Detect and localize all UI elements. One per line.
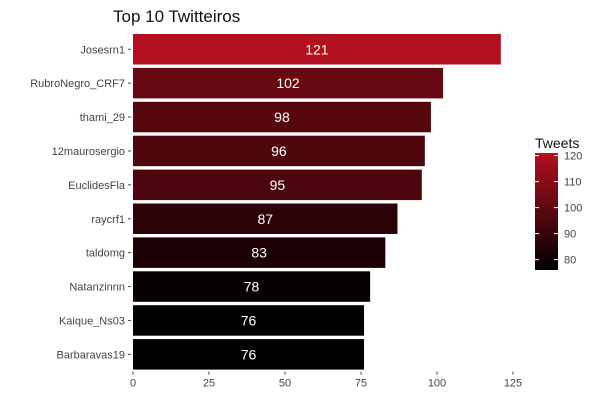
y-tick-label: taldomg <box>86 248 125 260</box>
x-tick-label: 100 <box>428 378 446 390</box>
bar-value-label: 96 <box>271 143 287 159</box>
y-tick-label: Barbaravas19 <box>57 349 126 361</box>
bar <box>133 203 398 234</box>
bar <box>133 135 425 167</box>
bar <box>133 169 422 201</box>
bar <box>133 305 365 336</box>
legend-tick-label: 80 <box>564 255 576 267</box>
y-tick-label: Kaique_Ns03 <box>59 315 125 327</box>
bar <box>133 271 371 302</box>
y-tick-label: Natanzinnn <box>69 282 125 294</box>
legend-tick-label: 120 <box>564 151 582 163</box>
legend: Tweets 80 90 100 110 120 <box>535 135 582 270</box>
legend-tick-label: 110 <box>564 177 582 189</box>
bar-value-label: 95 <box>270 177 286 193</box>
x-tick-label: 125 <box>504 378 522 390</box>
legend-tick-label: 90 <box>564 229 576 241</box>
bar-value-label: 76 <box>241 312 257 328</box>
x-axis: 0 25 50 75 100 125 <box>130 371 522 390</box>
bar <box>133 101 431 133</box>
bar-value-label: 102 <box>276 75 300 91</box>
y-tick-label: EuclidesFla <box>68 180 126 192</box>
bar-value-label: 121 <box>305 41 329 57</box>
bar-value-label: 98 <box>274 109 290 125</box>
y-tick-label: 12maurosergio <box>52 146 125 158</box>
bar <box>133 67 444 99</box>
bar <box>133 237 386 268</box>
bar <box>133 34 501 65</box>
legend-title: Tweets <box>535 135 579 151</box>
chart-title: Top 10 Twitteiros <box>113 7 240 26</box>
bar-value-label: 83 <box>251 245 267 261</box>
legend-color-bar <box>535 153 558 270</box>
x-tick-label: 50 <box>279 378 291 390</box>
x-tick-label: 25 <box>203 378 215 390</box>
bar <box>133 339 365 370</box>
y-tick-label: RubroNegro_CRF7 <box>30 78 125 90</box>
bar-value-label: 78 <box>244 279 260 295</box>
y-tick-label: raycrf1 <box>91 214 125 226</box>
y-axis: Josesrn1 RubroNegro_CRF7 thami_29 12maurose… <box>30 44 131 361</box>
y-tick-label: Josesrn1 <box>80 44 125 56</box>
x-tick-label: 0 <box>130 378 136 390</box>
y-tick-label: thami_29 <box>80 112 125 124</box>
bars-layer: 121 102 98 96 95 87 83 78 76 76 <box>133 34 501 370</box>
x-tick-label: 75 <box>355 378 367 390</box>
bar-value-label: 76 <box>241 346 257 362</box>
bar-value-label: 87 <box>257 211 273 227</box>
legend-tick-label: 100 <box>564 203 582 215</box>
